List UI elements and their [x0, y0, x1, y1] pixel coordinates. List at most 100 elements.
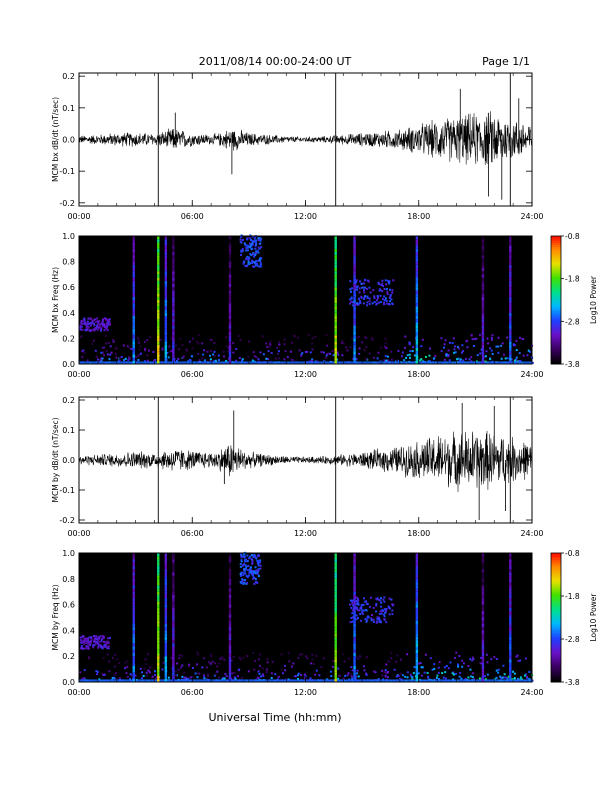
bx-spectrogram-cell: [384, 345, 387, 348]
by-spectrogram-colorbar-cell: [551, 555, 561, 558]
by-spectrogram-band-cell: [172, 591, 175, 595]
bx-spectrogram-band-cell: [509, 309, 512, 313]
bx-spectrogram-cell: [403, 346, 406, 349]
bx-spectrogram-cell: [470, 334, 473, 337]
by-spectrogram-blob-cell: [257, 569, 260, 572]
by-spectrogram-cell: [433, 667, 436, 670]
bx-spectrogram-band-cell: [415, 306, 419, 310]
by-spectrogram-blob-cell: [107, 645, 110, 648]
bx-spectrogram-band-cell: [157, 261, 160, 265]
bx-spectrogram-blob-cell: [349, 288, 352, 291]
bx-spectrogram-cell: [320, 350, 323, 353]
bx-spectrogram-colorbar-cell: [551, 261, 561, 265]
bx-dbdt-x-tick-label: 18:00: [407, 212, 430, 221]
by-spectrogram-cell: [437, 666, 440, 669]
by-spectrogram-blob-cell: [85, 645, 88, 648]
bx-spectrogram-cell: [188, 340, 191, 343]
by-spectrogram-blob-cell: [88, 641, 91, 644]
by-spectrogram-cell: [351, 669, 354, 672]
bx-spectrogram-band-cell: [172, 300, 175, 304]
bx-spectrogram-cell: [408, 343, 411, 346]
by-spectrogram-blob-cell: [242, 574, 245, 577]
bx-spectrogram-band-cell: [415, 284, 419, 288]
by-spectrogram-band-cell: [157, 585, 160, 589]
bx-spectrogram-blob-cell: [86, 320, 89, 323]
by-spectrogram-cell: [113, 674, 116, 677]
bx-spectrogram-band-cell: [157, 245, 160, 249]
by-spectrogram-colorbar-cell: [551, 589, 561, 593]
bx-spectrogram-blob-cell: [366, 301, 369, 304]
bx-spectrogram-band-cell: [132, 335, 135, 339]
by-spectrogram-blob-cell: [372, 606, 375, 609]
bx-spectrogram-cell: [138, 353, 141, 356]
by-spectrogram-band-cell: [509, 559, 512, 563]
bx-spectrogram-cell: [335, 358, 338, 361]
by-spectrogram-cell: [98, 678, 101, 681]
bx-spectrogram-blob-cell: [362, 286, 365, 289]
bx-spectrogram-band-cell: [334, 264, 337, 268]
by-spectrogram-cell: [232, 677, 235, 680]
by-spectrogram-band-cell: [164, 665, 168, 670]
by-spectrogram-cell: [257, 676, 260, 679]
by-spectrogram-blob-cell: [99, 635, 102, 638]
by-spectrogram-blob-cell: [243, 556, 246, 559]
by-spectrogram-blob-cell: [383, 600, 386, 603]
bx-spectrogram-blob-cell: [82, 319, 85, 322]
by-spectrogram-cell: [384, 669, 387, 672]
by-spectrogram-band-cell: [353, 604, 356, 608]
by-spectrogram-band-cell: [164, 598, 168, 602]
by-spectrogram-band-cell: [353, 578, 356, 583]
by-spectrogram-blob-cell: [97, 646, 100, 649]
by-spectrogram-cell: [495, 676, 498, 679]
by-spectrogram-band-cell: [157, 678, 160, 682]
bx-spectrogram-cell: [124, 357, 127, 360]
bx-spectrogram-cell: [445, 354, 448, 357]
by-spectrogram-band-cell: [334, 656, 337, 660]
bx-spectrogram-band-cell: [164, 354, 168, 358]
bx-spectrogram-cell: [513, 359, 516, 362]
bx-spectrogram-band-cell: [334, 303, 337, 307]
bx-spectrogram-band-cell: [157, 264, 160, 268]
bx-spectrogram-blob-cell: [86, 327, 89, 330]
by-dbdt-y-tick-label: -0.1: [59, 486, 75, 495]
by-spectrogram-cell: [288, 660, 291, 663]
bx-spectrogram-cell: [108, 341, 111, 344]
by-spectrogram-blob-cell: [383, 596, 386, 599]
by-spectrogram-cell: [322, 657, 325, 660]
by-spectrogram-cell: [399, 677, 402, 680]
by-spectrogram-band-cell: [334, 614, 337, 618]
by-spectrogram-colorbar-cell: [551, 585, 561, 588]
bx-spectrogram-band-cell: [509, 258, 512, 262]
by-spectrogram-band-cell: [157, 659, 160, 663]
bx-spectrogram-band-cell: [172, 325, 175, 329]
by-spectrogram-band-cell: [172, 675, 175, 679]
bx-spectrogram-cell: [81, 355, 84, 358]
by-spectrogram-cell: [396, 654, 399, 657]
by-spectrogram-blob-cell: [249, 567, 252, 570]
bx-spectrogram-cell: [384, 342, 387, 345]
by-spectrogram-band-cell: [481, 636, 485, 641]
by-spectrogram-cell: [449, 661, 452, 664]
bx-spectrogram-cell: [468, 358, 471, 361]
bx-spectrogram-cell: [462, 350, 465, 353]
by-spectrogram-blob-cell: [370, 617, 373, 620]
bx-spectrogram-band-cell: [164, 242, 168, 246]
by-spectrogram-cell: [454, 672, 457, 675]
by-spectrogram-cell: [184, 676, 187, 679]
bx-spectrogram-band-cell: [334, 319, 337, 323]
bx-dbdt-x-tick-label: 24:00: [520, 212, 543, 221]
by-spectrogram-band-cell: [481, 633, 485, 637]
by-spectrogram-cell: [292, 662, 295, 665]
by-spectrogram-band-cell: [157, 598, 160, 602]
bx-spectrogram-band-cell: [334, 348, 337, 352]
bx-spectrogram-cell: [283, 358, 286, 361]
by-spectrogram-band-cell: [509, 652, 512, 657]
bx-spectrogram-cell: [115, 356, 118, 359]
by-spectrogram-cell: [478, 677, 481, 680]
bx-spectrogram-band-cell: [172, 335, 175, 339]
bx-spectrogram-cell: [120, 355, 123, 358]
by-spectrogram-blob-cell: [385, 621, 388, 624]
by-spectrogram-band-cell: [353, 569, 356, 573]
by-spectrogram-cell: [238, 668, 241, 671]
by-spectrogram-cell: [221, 678, 224, 681]
